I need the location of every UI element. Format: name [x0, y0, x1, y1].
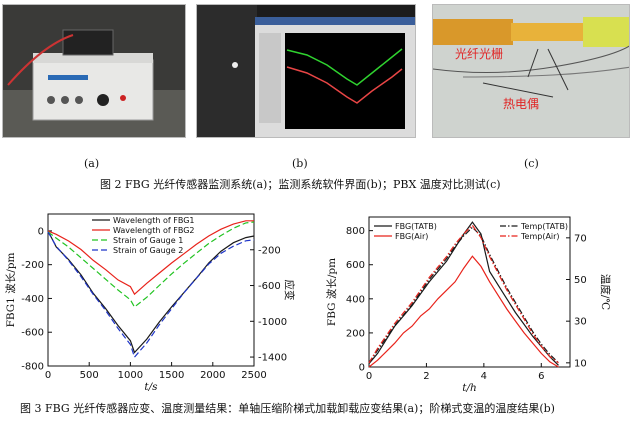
series-line-3 — [47, 221, 255, 308]
x-tick-label: 2 — [423, 371, 429, 382]
label-thermocouple: 热电偶 — [503, 97, 540, 111]
legend-label: Strain of Gauge 2 — [113, 246, 183, 255]
x-tick-label: 1000 — [118, 370, 143, 381]
photo-c-pbx-temperature-test: 光纤光栅 热电偶 — [432, 4, 630, 138]
label-fiber-grating: 光纤光栅 — [455, 47, 504, 61]
y-tick-label: 800 — [346, 226, 365, 237]
x-tick-label: 2000 — [200, 370, 225, 381]
legend-label: Strain of Gauge 1 — [113, 236, 183, 245]
panel-label-a: (a) — [84, 157, 100, 170]
legend-label: Wavelength of FBG2 — [113, 226, 195, 235]
panel-label-b: (b) — [292, 157, 308, 170]
series-line-1 — [368, 221, 559, 366]
y-tick-label: -600 — [21, 328, 44, 339]
series-line-4 — [47, 231, 255, 359]
y-tick-label: 200 — [346, 328, 365, 339]
figure3-caption: 图 3 FBG 光纤传感器应变、温度测量结果：单轴压缩阶梯式加载卸载应变结果(a… — [20, 402, 555, 415]
x-axis-label: t/s — [144, 381, 158, 393]
series-line-2 — [47, 220, 254, 296]
x-tick-label: 6 — [538, 371, 544, 382]
x-tick-label: 2500 — [241, 370, 266, 381]
x-tick-label: 500 — [80, 370, 99, 381]
series-line-4 — [368, 224, 559, 364]
x-axis-label: t/h — [462, 382, 477, 394]
y-tick-label: -400 — [21, 294, 44, 305]
x-tick-label: 0 — [45, 370, 51, 381]
y-tick-label: 0 — [38, 226, 44, 237]
series-line-3 — [368, 226, 559, 364]
y2-tick-label: 70 — [574, 233, 587, 244]
x-tick-label: 0 — [366, 371, 372, 382]
y-tick-label: -200 — [21, 260, 44, 271]
legend-label: FBG(Air) — [395, 232, 428, 241]
x-tick-label: 1500 — [159, 370, 184, 381]
y2-tick-label: -200 — [258, 245, 281, 256]
legend-label: FBG(TATB) — [395, 222, 437, 231]
y-axis-label: FBG 波长/pm — [325, 258, 338, 326]
legend-label: Wavelength of FBG1 — [113, 216, 195, 225]
y-tick-label: 0 — [359, 363, 365, 374]
y2-tick-label: 50 — [574, 275, 587, 286]
y2-tick-label: -1400 — [258, 353, 287, 364]
y2-tick-label: 10 — [574, 358, 587, 369]
y-axis-label: FBG1 波长/pm — [4, 253, 17, 328]
series-line-2 — [368, 255, 559, 368]
legend-label: Temp(Air) — [520, 232, 560, 241]
x-tick-label: 4 — [481, 371, 487, 382]
panel-label-c: (c) — [524, 157, 539, 170]
photo-b-software-interface — [196, 4, 416, 138]
series-line-1 — [47, 230, 255, 354]
y2-tick-label: 30 — [574, 317, 587, 328]
plot-frame — [47, 213, 255, 367]
y-tick-label: 600 — [346, 260, 365, 271]
legend-label: Temp(TATB) — [520, 222, 568, 231]
y2-axis-label: 温度/℃ — [599, 274, 612, 311]
y2-tick-label: -600 — [258, 281, 281, 292]
y-tick-label: -800 — [21, 362, 44, 373]
plot-frame — [368, 216, 571, 368]
figure2-caption: 图 2 FBG 光纤传感器监测系统(a)；监测系统软件界面(b)；PBX 温度对… — [100, 178, 501, 191]
y-tick-label: 400 — [346, 294, 365, 305]
photo-a-monitoring-system — [2, 4, 186, 138]
y2-axis-label: 应变 — [283, 280, 296, 301]
y2-tick-label: -1000 — [258, 317, 287, 328]
